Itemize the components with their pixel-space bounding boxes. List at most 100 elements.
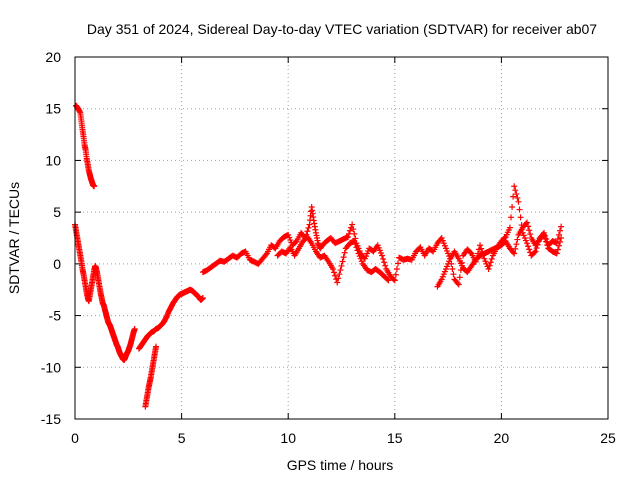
data-point xyxy=(335,275,342,282)
y-tick-label: 0 xyxy=(53,256,61,272)
data-point xyxy=(554,246,561,253)
data-point xyxy=(478,245,485,252)
data-point xyxy=(304,228,311,235)
data-point xyxy=(332,272,339,279)
data-point xyxy=(450,271,457,278)
data-point xyxy=(351,230,358,237)
data-point xyxy=(339,258,346,265)
data-point xyxy=(379,252,386,259)
series-segment-7 xyxy=(434,219,565,290)
data-point xyxy=(381,259,388,266)
data-point xyxy=(392,271,399,278)
data-point xyxy=(349,221,356,228)
data-point xyxy=(199,294,206,301)
data-point xyxy=(553,250,560,257)
y-tick-label: 20 xyxy=(45,49,61,65)
data-point xyxy=(338,262,345,269)
data-point xyxy=(506,224,513,231)
x-tick-label: 20 xyxy=(494,430,510,446)
data-point xyxy=(544,241,551,248)
data-point xyxy=(525,243,532,250)
data-point xyxy=(527,231,534,238)
data-point xyxy=(514,194,521,201)
data-point xyxy=(331,269,338,276)
data-point xyxy=(526,227,533,234)
data-point xyxy=(558,223,565,230)
data-point xyxy=(380,255,387,262)
data-point xyxy=(352,241,359,248)
x-tick-label: 0 xyxy=(71,430,79,446)
data-point xyxy=(449,266,456,273)
plot-frame xyxy=(74,56,609,420)
y-axis-label: SDTVAR / TECUs xyxy=(6,182,22,294)
data-point xyxy=(513,241,520,248)
data-points xyxy=(72,102,565,410)
data-point xyxy=(454,280,461,287)
data-point xyxy=(513,191,520,198)
x-tick-label: 25 xyxy=(600,430,616,446)
data-point xyxy=(526,246,533,253)
series-segment-4 xyxy=(135,286,206,352)
data-point xyxy=(153,343,160,350)
data-point xyxy=(384,276,391,283)
data-point xyxy=(525,223,532,230)
y-tick-label: -15 xyxy=(41,411,61,427)
data-point xyxy=(394,260,401,267)
data-point xyxy=(523,240,530,247)
data-point xyxy=(509,203,516,210)
data-point xyxy=(385,277,392,284)
data-point xyxy=(532,248,539,255)
y-tick-label: -10 xyxy=(41,359,61,375)
data-point xyxy=(510,193,517,200)
data-point xyxy=(541,231,548,238)
data-point xyxy=(517,214,524,221)
data-point xyxy=(131,326,138,333)
series-segment-1 xyxy=(73,102,98,190)
data-point xyxy=(514,236,521,243)
data-point xyxy=(485,266,492,273)
data-point xyxy=(467,249,474,256)
data-point xyxy=(350,226,357,233)
data-point xyxy=(337,267,344,274)
data-point xyxy=(262,251,269,258)
data-point xyxy=(477,242,484,249)
data-point xyxy=(390,276,397,283)
data-point xyxy=(531,249,538,256)
data-point xyxy=(557,227,564,234)
y-tick-label: -5 xyxy=(49,308,62,324)
data-point xyxy=(512,187,519,194)
data-point xyxy=(511,250,518,257)
series-segment-2 xyxy=(72,221,138,364)
x-tick-label: 10 xyxy=(280,430,296,446)
series-segment-6 xyxy=(274,233,392,286)
data-point xyxy=(486,262,493,269)
data-point xyxy=(91,183,98,190)
data-point xyxy=(305,224,312,231)
data-point xyxy=(341,249,348,256)
data-point xyxy=(344,233,351,240)
series-segment-3 xyxy=(142,343,160,410)
data-point xyxy=(353,244,360,251)
x-tick-label: 5 xyxy=(178,430,186,446)
data-point xyxy=(347,227,354,234)
data-point xyxy=(354,247,361,254)
data-point xyxy=(511,183,518,190)
data-point xyxy=(516,206,523,213)
data-point xyxy=(351,238,358,245)
data-point xyxy=(555,231,562,238)
y-tick-label: 5 xyxy=(53,204,61,220)
data-point xyxy=(336,271,343,278)
data-point xyxy=(507,214,514,221)
data-point xyxy=(292,239,299,246)
data-point xyxy=(487,259,494,266)
data-point xyxy=(456,274,463,281)
data-point xyxy=(334,279,341,286)
data-point xyxy=(557,238,564,245)
data-point xyxy=(488,255,495,262)
data-point xyxy=(393,266,400,273)
data-point xyxy=(515,198,522,205)
data-point xyxy=(542,235,549,242)
data-point xyxy=(455,281,462,288)
x-axis-label: GPS time / hours xyxy=(287,457,394,473)
